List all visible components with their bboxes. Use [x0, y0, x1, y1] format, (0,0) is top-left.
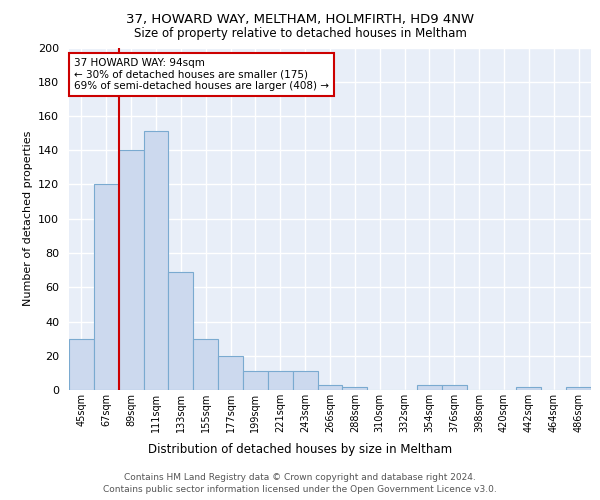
Text: Distribution of detached houses by size in Meltham: Distribution of detached houses by size … — [148, 442, 452, 456]
Text: Contains HM Land Registry data © Crown copyright and database right 2024.: Contains HM Land Registry data © Crown c… — [124, 472, 476, 482]
Bar — [243, 371, 268, 390]
Bar — [69, 338, 94, 390]
Bar — [343, 386, 367, 390]
Bar — [169, 272, 193, 390]
Y-axis label: Number of detached properties: Number of detached properties — [23, 131, 32, 306]
Text: Size of property relative to detached houses in Meltham: Size of property relative to detached ho… — [134, 28, 466, 40]
Text: 37, HOWARD WAY, MELTHAM, HOLMFIRTH, HD9 4NW: 37, HOWARD WAY, MELTHAM, HOLMFIRTH, HD9 … — [126, 12, 474, 26]
Bar — [517, 386, 541, 390]
Bar — [218, 356, 243, 390]
Bar — [268, 371, 293, 390]
Bar — [442, 385, 467, 390]
Bar — [193, 338, 218, 390]
Bar — [566, 386, 591, 390]
Bar — [293, 371, 317, 390]
Bar — [417, 385, 442, 390]
Bar — [143, 132, 169, 390]
Bar — [317, 385, 343, 390]
Text: Contains public sector information licensed under the Open Government Licence v3: Contains public sector information licen… — [103, 485, 497, 494]
Bar — [119, 150, 143, 390]
Text: 37 HOWARD WAY: 94sqm
← 30% of detached houses are smaller (175)
69% of semi-deta: 37 HOWARD WAY: 94sqm ← 30% of detached h… — [74, 58, 329, 91]
Bar — [94, 184, 119, 390]
